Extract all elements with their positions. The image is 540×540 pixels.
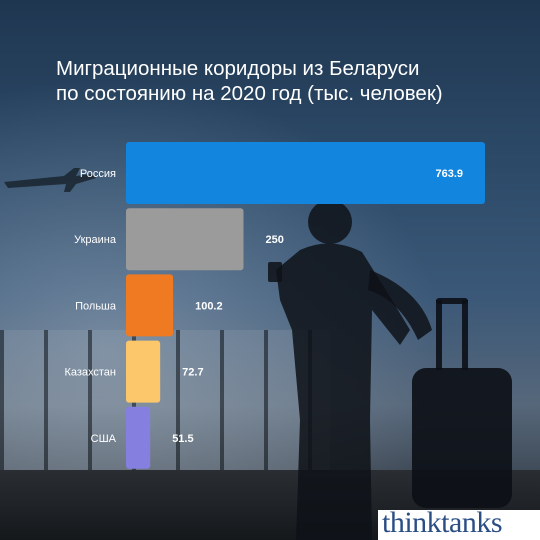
chart-title-line-1: Миграционные коридоры из Беларуси — [56, 57, 420, 80]
brand-logo-text: thinktanks — [382, 506, 503, 539]
chart-title-line-2: по состоянию на 2020 год (тыс. человек) — [56, 82, 443, 105]
brand-logo: thinktanks — [378, 506, 540, 540]
category-label: Россия — [80, 168, 116, 180]
bar-5 — [126, 406, 151, 469]
category-label: Казахстан — [64, 367, 116, 379]
value-label: 100.2 — [195, 300, 223, 312]
value-label: 763.9 — [435, 168, 463, 180]
category-label: Польша — [75, 300, 117, 312]
value-label: 72.7 — [182, 367, 203, 379]
suitcase-silhouette — [412, 298, 512, 508]
bar-1 — [126, 142, 485, 204]
airplane-icon — [4, 168, 96, 192]
bar-4 — [126, 340, 161, 403]
category-label: США — [91, 433, 117, 445]
background-terminal-window — [0, 330, 330, 490]
chart-title: Миграционные коридоры из Беларуси по сос… — [56, 56, 516, 106]
bar-3 — [126, 274, 174, 337]
category-label: Украина — [74, 234, 117, 246]
value-label: 250 — [265, 234, 283, 246]
bar-2 — [126, 208, 244, 271]
value-label: 51.5 — [172, 433, 193, 445]
traveler-silhouette — [268, 200, 432, 540]
